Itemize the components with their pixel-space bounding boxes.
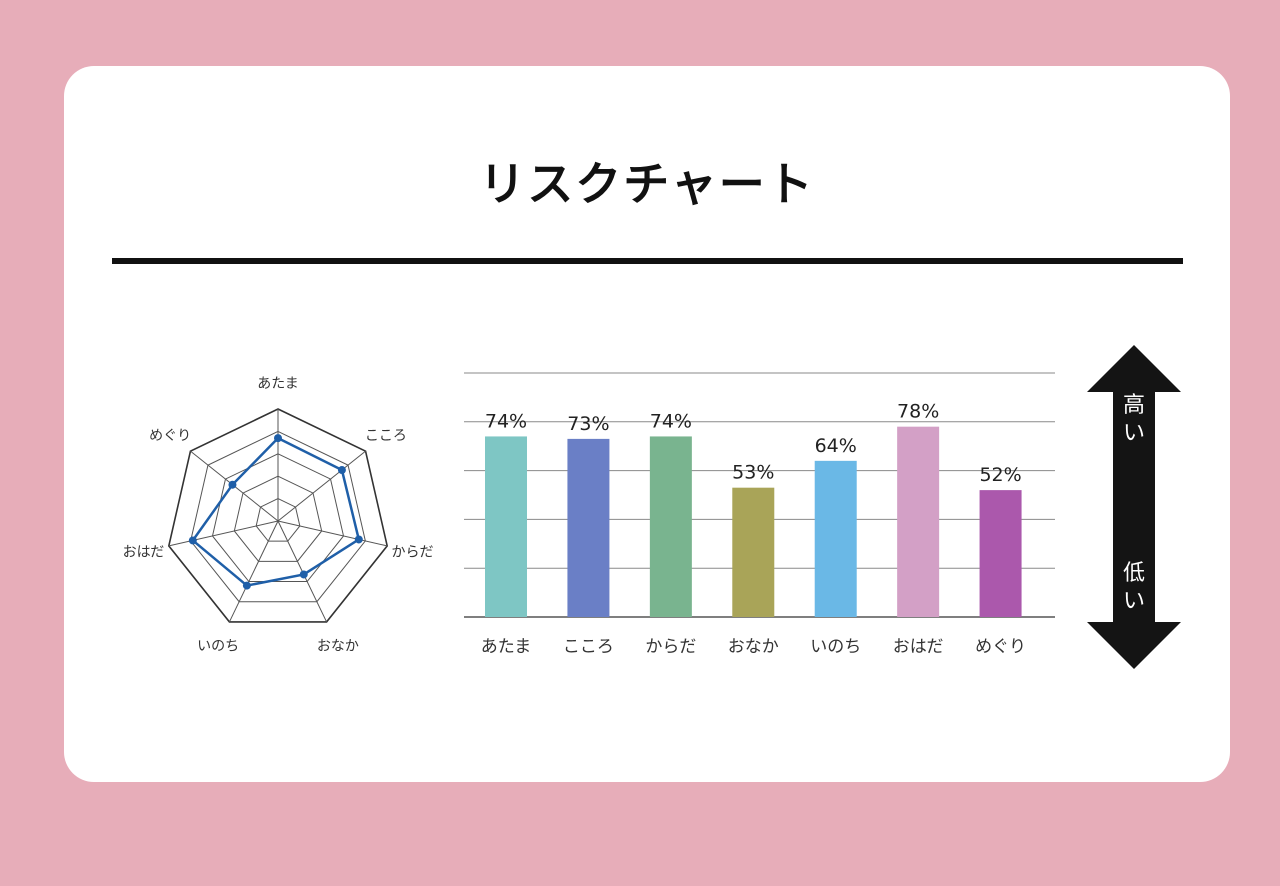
radar-grid-ring	[255, 498, 301, 542]
risk-level-arrow: 高い 低い	[1087, 345, 1181, 669]
bar-value-label: 78%	[897, 401, 939, 423]
bar-category-label: からだ	[645, 637, 696, 657]
radar-point	[299, 570, 308, 579]
radar-point	[228, 480, 237, 489]
radar-axis-label: いのち	[197, 638, 239, 654]
bar-value-label: 64%	[815, 435, 857, 457]
radar-spoke	[277, 520, 388, 547]
bar	[732, 487, 775, 617]
bar	[567, 438, 610, 617]
bar-value-label: 74%	[650, 410, 692, 432]
bar	[814, 460, 857, 617]
bar-category-label: こころ	[563, 637, 614, 657]
radar-spoke	[277, 450, 366, 522]
bar-value-label: 52%	[979, 464, 1021, 486]
radar-axis-label: おなか	[317, 638, 359, 654]
bar-value-label: 73%	[567, 413, 609, 435]
bar-category-label: あたま	[481, 637, 532, 657]
arrow-shape	[1087, 345, 1181, 669]
arrow-low-label: 低い	[1123, 561, 1145, 614]
radar-grid-ring	[211, 453, 345, 583]
radar-axis-label: からだ	[392, 545, 434, 561]
radar-grid-ring	[167, 408, 389, 623]
radar-series-line	[191, 436, 361, 587]
content-card	[64, 66, 1230, 782]
bar-value-label: 74%	[485, 410, 527, 432]
arrow-high-label: 高い	[1123, 393, 1145, 446]
title-divider	[112, 258, 1183, 264]
radar-spoke	[228, 520, 279, 623]
radar-axis-label: めぐり	[149, 428, 191, 444]
radar-point	[337, 466, 346, 475]
bar-category-label: めぐり	[975, 637, 1026, 657]
bar-category-label: いのち	[810, 637, 861, 657]
bar-category-label: おなか	[728, 637, 779, 657]
bar-category-label: おはだ	[893, 637, 944, 657]
radar-axis-label: あたま	[257, 376, 299, 392]
radar-point	[188, 536, 197, 545]
radar-point	[242, 581, 251, 590]
bar	[485, 436, 527, 617]
page-title: リスクチャート	[479, 157, 815, 211]
radar-axis-label: おはだ	[123, 545, 165, 561]
bar	[979, 490, 1022, 617]
bar-value-label: 53%	[732, 462, 774, 484]
radar-point	[354, 535, 363, 544]
radar-point	[274, 434, 282, 443]
radar-axis-label: こころ	[365, 428, 407, 444]
bar	[649, 436, 692, 617]
bar-chart: 74% あたま 73% こころ 74% からだ 53% おなか 64% いのち 78% おはだ 52% め…	[464, 372, 1055, 657]
radar-spoke	[168, 520, 279, 547]
radar-grid-ring	[190, 430, 366, 603]
radar-grid-ring	[233, 475, 323, 562]
bar	[897, 426, 940, 617]
